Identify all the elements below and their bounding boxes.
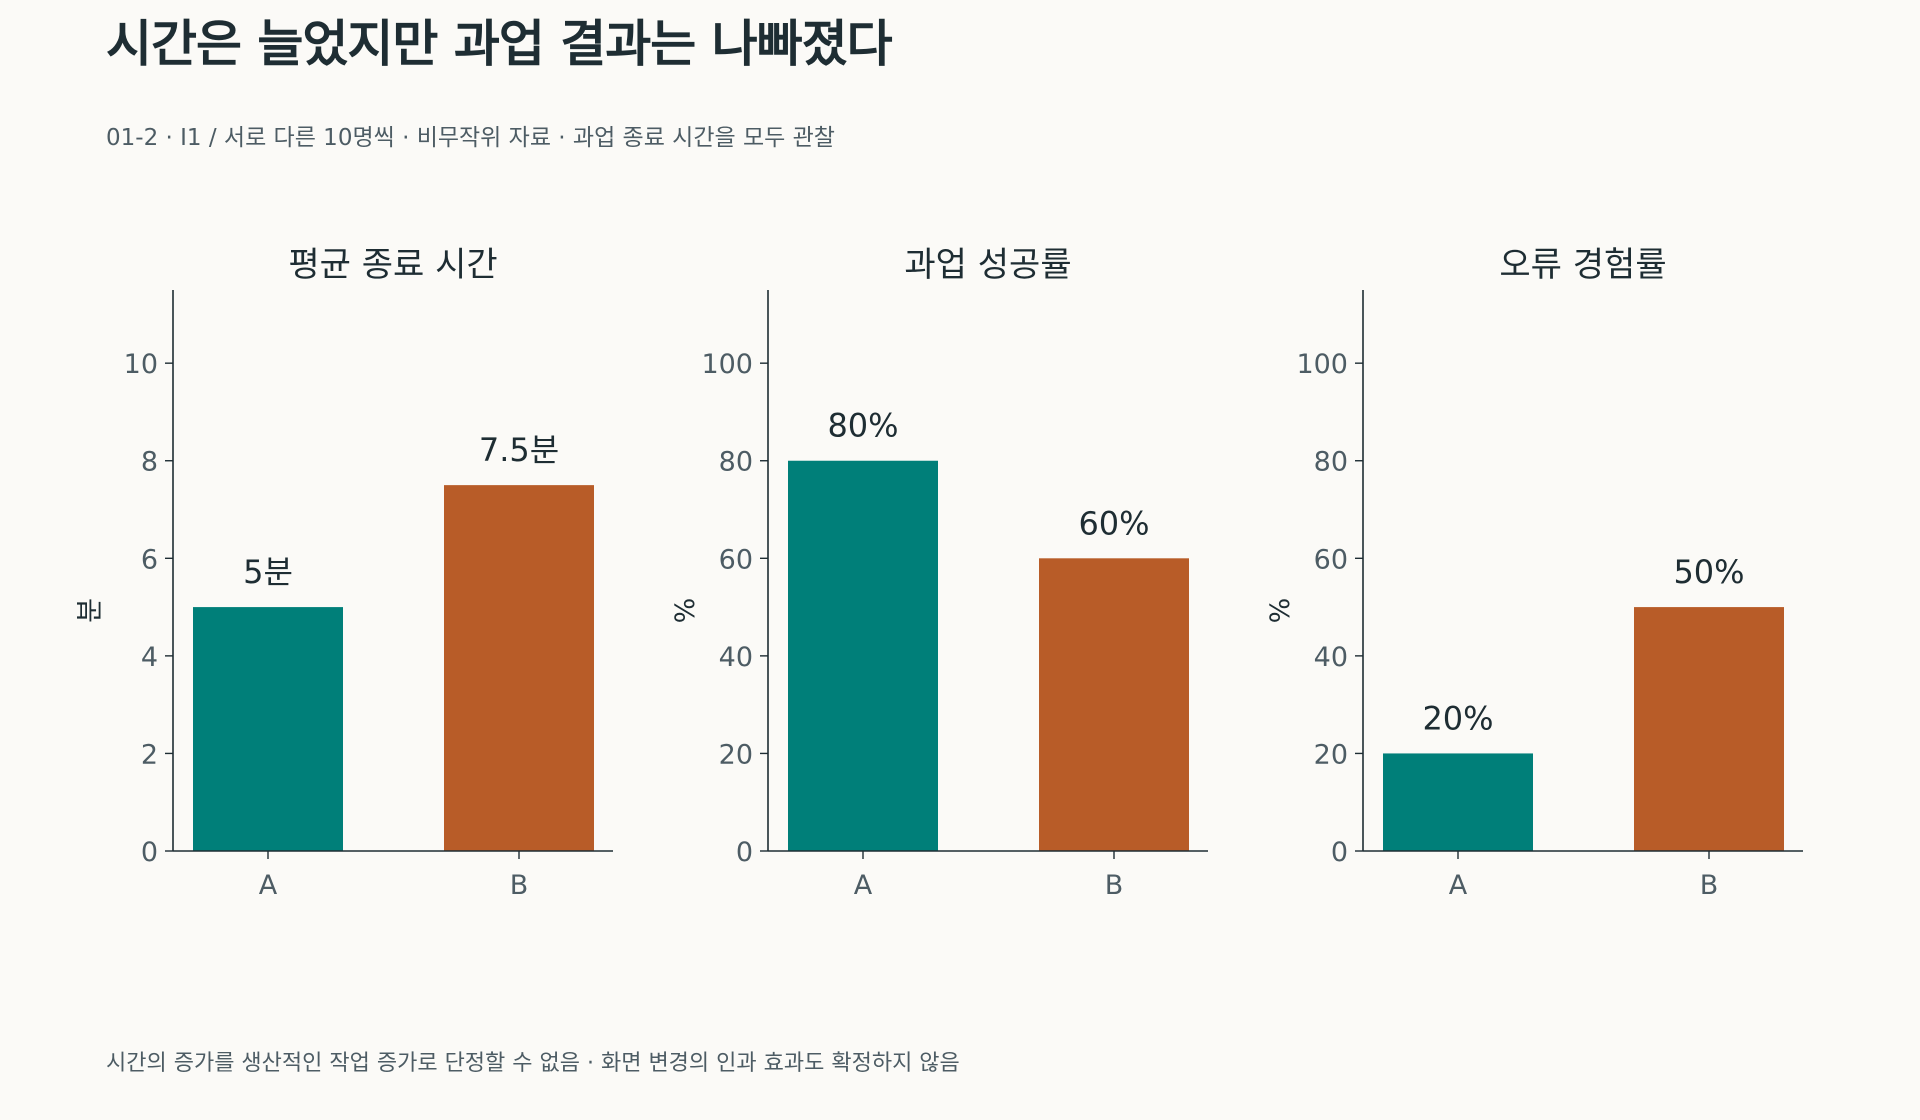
x-tick-label: B xyxy=(1105,870,1124,901)
y-tick-label: 10 xyxy=(124,349,158,380)
y-tick-label: 4 xyxy=(141,642,158,673)
page-subtitle: 01-2 · I1 / 서로 다른 10명씩 · 비무작위 자료 · 과업 종료… xyxy=(106,125,835,151)
y-tick-label: 0 xyxy=(141,837,158,868)
bar-a xyxy=(1383,753,1533,851)
footnote: 시간의 증가를 생산적인 작업 증가로 단정할 수 없음 · 화면 변경의 인과… xyxy=(106,1051,960,1076)
data-label: 60% xyxy=(1078,504,1149,542)
panel-title: 평균 종료 시간 xyxy=(288,245,497,285)
y-tick-label: 100 xyxy=(701,349,753,380)
bar-b xyxy=(444,485,594,851)
page-title: 시간은 늘었지만 과업 결과는 나빠졌다 xyxy=(106,15,893,73)
data-label: 7.5분 xyxy=(479,431,559,469)
y-tick-label: 40 xyxy=(1314,642,1348,673)
y-axis-label: % xyxy=(670,598,701,624)
x-tick-label: B xyxy=(510,870,529,901)
data-label: 20% xyxy=(1422,699,1493,737)
y-tick-label: 80 xyxy=(1314,447,1348,478)
y-axis-label: 분 xyxy=(75,598,106,623)
bar-a xyxy=(193,607,343,851)
y-tick-label: 0 xyxy=(736,837,753,868)
x-tick-label: A xyxy=(1449,870,1468,901)
y-tick-label: 20 xyxy=(1314,739,1348,770)
y-tick-label: 6 xyxy=(141,544,158,575)
x-tick-label: A xyxy=(854,870,873,901)
y-tick-label: 8 xyxy=(141,447,158,478)
y-tick-label: 80 xyxy=(719,447,753,478)
y-tick-label: 40 xyxy=(719,642,753,673)
x-tick-label: A xyxy=(259,870,278,901)
data-label: 80% xyxy=(827,407,898,445)
y-tick-label: 100 xyxy=(1296,349,1348,380)
y-tick-label: 20 xyxy=(719,739,753,770)
data-label: 50% xyxy=(1673,553,1744,591)
y-tick-label: 2 xyxy=(141,739,158,770)
data-label: 5분 xyxy=(243,553,293,591)
bar-b xyxy=(1634,607,1784,851)
bar-a xyxy=(788,460,938,851)
y-tick-label: 60 xyxy=(719,544,753,575)
bar-b xyxy=(1039,558,1189,851)
panel-title: 과업 성공률 xyxy=(904,245,1071,285)
y-tick-label: 60 xyxy=(1314,544,1348,575)
x-tick-label: B xyxy=(1700,870,1719,901)
y-axis-label: % xyxy=(1265,598,1296,624)
y-tick-label: 0 xyxy=(1331,837,1348,868)
panel-title: 오류 경험률 xyxy=(1499,245,1666,285)
